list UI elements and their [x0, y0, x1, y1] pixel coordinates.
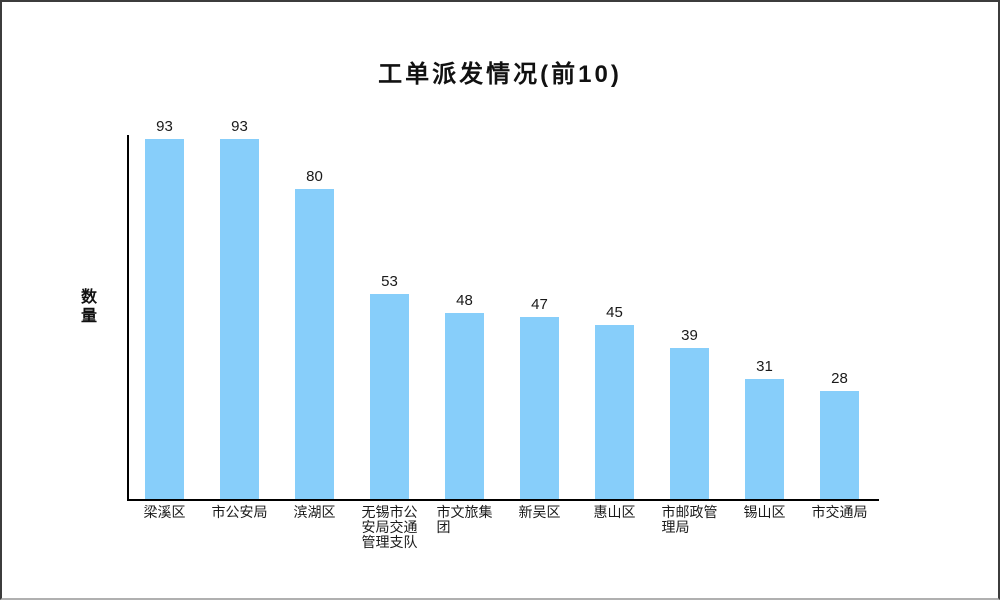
bar-value-label: 39	[681, 326, 698, 344]
x-tick-label: 市交通局	[811, 504, 868, 520]
bar-无锡市公安局交通管理支队	[370, 293, 409, 499]
x-tick-cell: 新吴区	[502, 505, 577, 520]
x-tick-cell: 锡山区	[727, 505, 802, 520]
y-axis-line	[127, 135, 129, 501]
x-tick-cell: 市文旅集 团	[427, 505, 502, 535]
x-tick-label: 市邮政管 理局	[661, 504, 718, 535]
x-tick-label: 市文旅集 团	[436, 504, 493, 535]
x-tick-label: 滨湖区	[293, 504, 336, 520]
y-axis-label: 数量	[78, 288, 95, 326]
x-tick-cell: 梁溪区	[127, 505, 202, 520]
bar-value-label: 48	[456, 292, 473, 310]
x-tick-label: 锡山区	[743, 504, 786, 520]
bar-value-label: 53	[381, 272, 398, 290]
bar-惠山区	[595, 324, 634, 499]
x-tick-label: 梁溪区	[143, 504, 186, 520]
chart-title: 工单派发情况(前10)	[378, 61, 622, 88]
bar-新吴区	[520, 317, 559, 499]
x-tick-cell: 市公安局	[202, 505, 277, 520]
x-tick-cell: 滨湖区	[277, 505, 352, 520]
bar-value-label: 93	[231, 117, 248, 135]
x-tick-cell: 无锡市公 安局交通 管理支队	[352, 505, 427, 550]
bar-市公安局	[220, 138, 259, 499]
bar-value-label: 31	[756, 357, 773, 375]
x-tick-label: 市公安局	[211, 504, 268, 520]
bar-value-label: 47	[531, 296, 548, 313]
bar-滨湖区	[295, 189, 334, 499]
bar-市邮政管理局	[670, 347, 709, 499]
x-tick-label: 无锡市公 安局交通 管理支队	[361, 504, 418, 550]
x-axis-line	[127, 499, 879, 501]
bar-锡山区	[745, 378, 784, 499]
plot-area: 93 93 80 53 48 47 45 39 31 28	[127, 118, 877, 499]
x-tick-cell: 市邮政管 理局	[652, 505, 727, 535]
bar-value-label: 45	[606, 303, 623, 321]
bar-市文旅集团	[445, 313, 484, 499]
x-tick-cell: 市交通局	[802, 505, 877, 520]
bar-value-label: 80	[306, 168, 323, 186]
x-axis-tick-labels: 梁溪区 市公安局 滨湖区 无锡市公 安局交通 管理支队 市文旅集 团 新吴区 惠山区 市邮政管…	[127, 505, 877, 565]
bar-value-label: 93	[156, 117, 173, 135]
bar-梁溪区	[145, 138, 184, 499]
x-tick-cell: 惠山区	[577, 505, 652, 520]
bar-市交通局	[820, 390, 859, 499]
bar-value-label: 28	[831, 369, 848, 387]
x-tick-label: 惠山区	[593, 504, 636, 520]
x-tick-label: 新吴区	[518, 504, 561, 520]
